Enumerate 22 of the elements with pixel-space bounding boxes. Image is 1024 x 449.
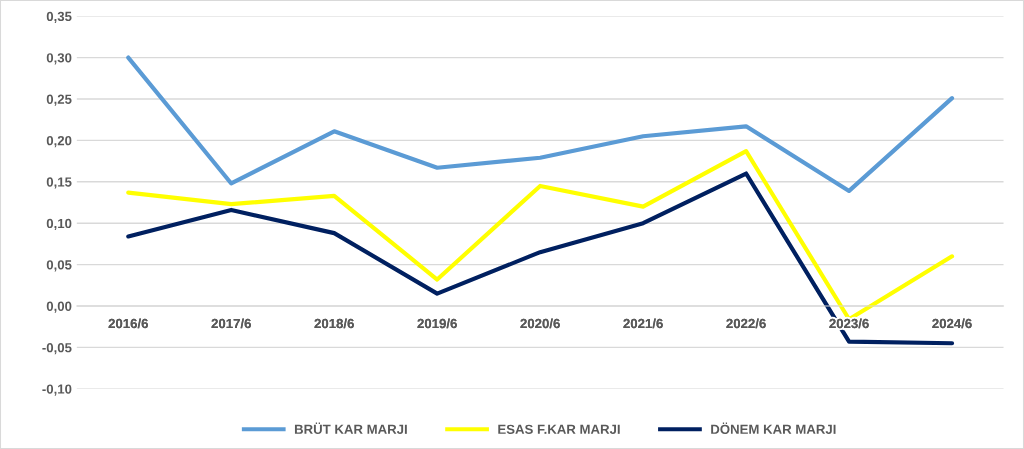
y-tick-label: -0,10	[42, 384, 72, 396]
y-tick-label: 0,00	[46, 301, 72, 313]
x-tick-label: 2019/6	[417, 318, 457, 329]
x-tick-label: 2024/6	[932, 318, 972, 329]
x-tick-label: 2016/6	[108, 318, 148, 329]
y-tick-label: 0,15	[46, 177, 72, 189]
x-tick-label: 2020/6	[520, 318, 560, 329]
line-series	[126, 55, 955, 193]
x-tick-label: 2022/6	[726, 318, 766, 329]
y-tick-label: 0,35	[46, 11, 72, 23]
x-tick-label: 2021/6	[623, 318, 663, 329]
x-tick-label: 2018/6	[314, 318, 354, 329]
y-tick-label: 0,25	[46, 94, 72, 106]
legend-label: BRÜT KAR MARJI	[294, 422, 407, 434]
y-tick-label: 0,20	[46, 135, 72, 148]
y-tick-label: 0,05	[46, 260, 72, 272]
y-tick-label: 0,10	[46, 218, 72, 231]
x-tick-label: 2017/6	[211, 318, 251, 329]
y-tick-label: 0,30	[46, 53, 72, 65]
y-tick-label: -0,05	[42, 342, 72, 355]
legend-label: DÖNEM KAR MARJI	[711, 422, 836, 434]
legend-label: ESAS F.KAR MARJI	[498, 424, 620, 434]
